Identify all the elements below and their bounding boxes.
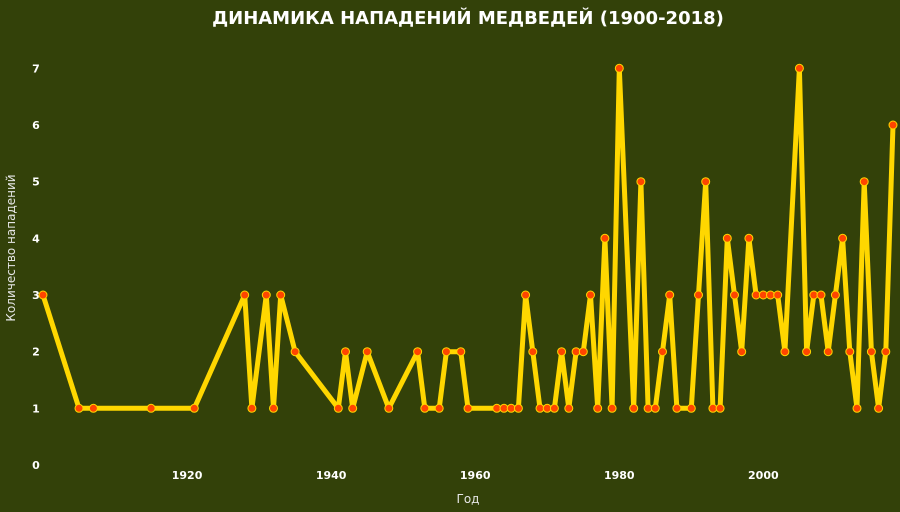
data-points bbox=[38, 63, 898, 413]
data-point bbox=[413, 347, 423, 357]
x-tick-label: 1980 bbox=[604, 469, 635, 482]
data-point bbox=[730, 290, 739, 300]
y-tick-label: 5 bbox=[32, 176, 40, 189]
data-point bbox=[636, 177, 646, 187]
data-point bbox=[816, 290, 826, 300]
data-point bbox=[564, 403, 574, 413]
y-tick-label: 1 bbox=[32, 402, 40, 415]
data-point bbox=[838, 233, 848, 243]
data-point bbox=[665, 290, 675, 300]
data-point bbox=[348, 403, 358, 413]
y-tick-label: 3 bbox=[32, 289, 40, 302]
data-point bbox=[866, 347, 876, 357]
data-point bbox=[650, 403, 660, 413]
x-tick-label: 2000 bbox=[748, 469, 779, 482]
y-tick-label: 0 bbox=[32, 459, 40, 472]
data-point bbox=[629, 403, 639, 413]
data-point bbox=[881, 347, 891, 357]
data-point bbox=[240, 290, 250, 300]
data-point bbox=[456, 347, 466, 357]
data-point bbox=[38, 290, 48, 300]
data-point bbox=[146, 403, 156, 413]
data-point bbox=[463, 403, 473, 413]
y-tick-label: 6 bbox=[32, 119, 40, 132]
x-axis-ticks: 1920 1940 1960 1980 2000 bbox=[172, 469, 779, 482]
data-point bbox=[722, 233, 732, 243]
chart-title: ДИНАМИКА НАПАДЕНИЙ МЕДВЕДЕЙ (1900-2018) bbox=[212, 7, 724, 29]
data-point bbox=[874, 403, 884, 413]
data-point bbox=[658, 347, 667, 357]
x-axis-label: Год bbox=[457, 492, 480, 506]
data-point bbox=[276, 290, 286, 300]
y-tick-label: 2 bbox=[32, 346, 40, 359]
data-point bbox=[189, 403, 199, 413]
data-point bbox=[737, 347, 747, 357]
data-point bbox=[88, 403, 98, 413]
data-point bbox=[333, 403, 343, 413]
data-point bbox=[802, 347, 812, 357]
data-point bbox=[362, 347, 372, 357]
data-point bbox=[521, 290, 531, 300]
data-point bbox=[859, 177, 869, 187]
data-point bbox=[694, 290, 703, 300]
y-tick-label: 4 bbox=[32, 232, 40, 245]
data-point bbox=[744, 233, 754, 243]
data-point bbox=[823, 347, 833, 357]
data-point bbox=[715, 403, 725, 413]
data-point bbox=[780, 347, 790, 357]
data-point bbox=[578, 347, 588, 357]
data-point bbox=[341, 347, 350, 357]
data-point bbox=[290, 347, 300, 357]
data-point bbox=[593, 403, 603, 413]
data-point bbox=[261, 290, 271, 300]
series-attacks bbox=[40, 65, 896, 411]
data-point bbox=[557, 347, 567, 357]
y-axis-ticks: 0 1 2 3 4 5 6 7 bbox=[32, 62, 40, 472]
data-point bbox=[434, 403, 444, 413]
data-point bbox=[513, 403, 523, 413]
data-point bbox=[845, 347, 855, 357]
y-axis-label: Количество нападений bbox=[4, 174, 18, 321]
data-point bbox=[420, 403, 430, 413]
data-point bbox=[528, 347, 538, 357]
data-point bbox=[247, 403, 257, 413]
data-point bbox=[773, 290, 783, 300]
data-point bbox=[794, 63, 804, 73]
data-point bbox=[600, 233, 610, 243]
data-point bbox=[74, 403, 84, 413]
y-tick-label: 7 bbox=[32, 62, 40, 75]
x-tick-label: 1940 bbox=[316, 469, 347, 482]
data-point bbox=[441, 347, 451, 357]
data-point bbox=[384, 403, 394, 413]
data-point bbox=[701, 177, 711, 187]
data-point bbox=[614, 63, 624, 73]
data-point bbox=[830, 290, 840, 300]
data-point bbox=[852, 403, 862, 413]
x-tick-label: 1960 bbox=[460, 469, 491, 482]
data-point bbox=[586, 290, 595, 300]
data-point bbox=[888, 120, 898, 130]
data-point bbox=[269, 403, 278, 413]
data-point bbox=[686, 403, 696, 413]
data-point bbox=[607, 403, 617, 413]
data-point bbox=[672, 403, 682, 413]
x-tick-label: 1920 bbox=[172, 469, 203, 482]
series-line bbox=[40, 65, 896, 411]
data-point bbox=[549, 403, 559, 413]
